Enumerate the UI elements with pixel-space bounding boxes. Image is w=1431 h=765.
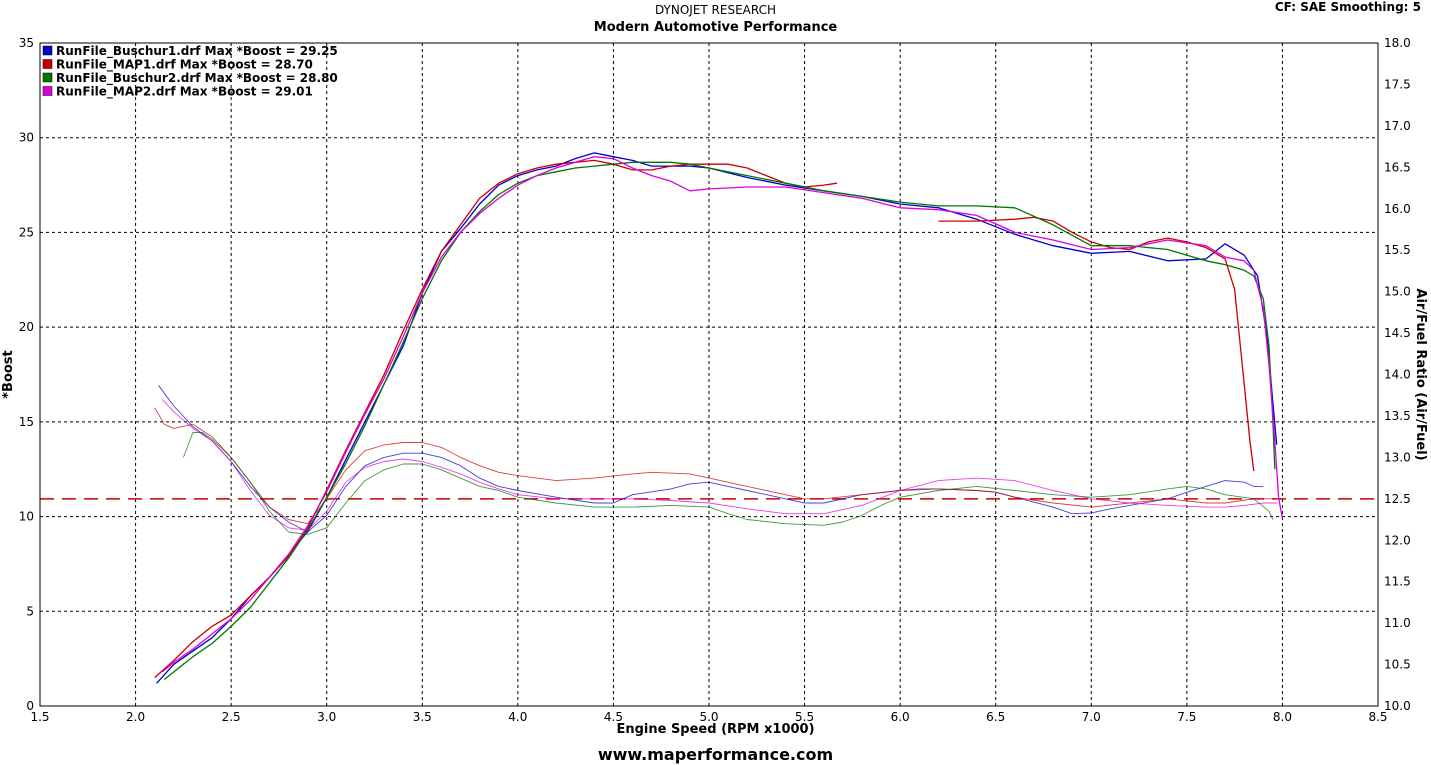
- y2-tick-label: 14.5: [1384, 326, 1411, 340]
- legend-swatch: [42, 72, 53, 83]
- x-tick-label: 3.5: [413, 710, 432, 724]
- x-tick-label: 3.0: [317, 710, 336, 724]
- x-tick-label: 6.5: [986, 710, 1005, 724]
- x-tick-label: 2.5: [222, 710, 241, 724]
- x-tick-label: 7.5: [1177, 710, 1196, 724]
- y-tick-label: 25: [19, 225, 34, 239]
- y2-tick-label: 13.0: [1384, 450, 1411, 464]
- y2-axis-label: Air/Fuel Ratio (Air/Fuel): [1413, 288, 1428, 460]
- legend: RunFile_Buschur1.drf Max *Boost = 29.25R…: [42, 44, 338, 100]
- y2-tick-label: 17.0: [1384, 119, 1411, 133]
- y2-tick-label: 16.5: [1384, 160, 1411, 174]
- afr-line: [161, 399, 1277, 531]
- y2-tick-label: 13.5: [1384, 409, 1411, 423]
- y2-tick-label: 16.0: [1384, 202, 1411, 216]
- legend-swatch: [42, 45, 53, 56]
- x-tick-label: 5.5: [795, 710, 814, 724]
- plot-frame: [39, 42, 1379, 707]
- tick-labels: 1.5 2.0 2.5 3.0 3.5 4.0 4.5 5.0 5.5 6.0 6.5 7.0 7.5 8…: [19, 36, 1411, 724]
- x-axis-label: Engine Speed (RPM x1000): [616, 722, 815, 737]
- y-tick-label: 30: [19, 131, 34, 145]
- correction-factor-smoothing: CF: SAE Smoothing: 5: [1274, 0, 1421, 14]
- company-name: DYNOJET RESEARCH: [654, 3, 777, 17]
- y-axis-label: *Boost: [1, 350, 16, 399]
- website-footer: www.maperformance.com: [597, 745, 834, 764]
- legend-label: RunFile_MAP1.drf Max *Boost = 28.70: [56, 58, 313, 73]
- y2-tick-label: 11.0: [1384, 616, 1411, 630]
- legend-label: RunFile_Buschur2.drf Max *Boost = 28.80: [56, 71, 338, 86]
- series-3: [163, 161, 1276, 681]
- y-tick-label: 10: [19, 510, 34, 524]
- y-tick-label: 35: [19, 36, 34, 50]
- y2-tick-label: 12.0: [1384, 533, 1411, 547]
- x-tick-label: 2.0: [126, 710, 145, 724]
- x-tick-label: 4.0: [508, 710, 527, 724]
- boost-line: [163, 161, 1276, 681]
- y2-tick-label: 14.0: [1384, 368, 1411, 382]
- x-tick-label: 1.5: [30, 710, 49, 724]
- y2-tick-label: 15.5: [1384, 243, 1411, 257]
- afr-line: [158, 385, 1264, 533]
- afr-line: [182, 432, 1274, 535]
- x-tick-label: 8.0: [1273, 710, 1292, 724]
- x-tick-label: 5.0: [699, 710, 718, 724]
- y2-tick-label: 10.5: [1384, 658, 1411, 672]
- y-tick-label: 0: [26, 699, 34, 713]
- x-tick-label: 6.0: [891, 710, 910, 724]
- x-tick-label: 8.5: [1368, 710, 1387, 724]
- y2-tick-label: 11.5: [1384, 575, 1411, 589]
- legend-label: RunFile_MAP2.drf Max *Boost = 29.01: [56, 85, 313, 100]
- y2-tick-label: 15.0: [1384, 285, 1411, 299]
- series-lines: [154, 152, 1284, 684]
- y2-tick-label: 18.0: [1384, 36, 1411, 50]
- chart-title: Modern Automotive Performance: [593, 20, 838, 35]
- legend-swatch: [42, 59, 53, 69]
- y-tick-label: 20: [19, 320, 34, 334]
- x-tick-label: 4.5: [604, 710, 623, 724]
- grid: [40, 43, 1378, 706]
- boost-line: [161, 156, 1284, 673]
- boost-line: [938, 216, 1255, 472]
- y-tick-label: 15: [19, 415, 34, 429]
- y2-tick-label: 17.5: [1384, 77, 1411, 91]
- series-4: [161, 156, 1284, 673]
- x-tick-label: 7.0: [1082, 710, 1101, 724]
- y-tick-label: 5: [26, 604, 34, 618]
- legend-label: RunFile_Buschur1.drf Max *Boost = 29.25: [56, 44, 338, 59]
- series-2: [154, 159, 1273, 679]
- legend-swatch: [42, 86, 53, 96]
- y2-tick-label: 10.0: [1384, 699, 1411, 713]
- afr-line: [154, 407, 1273, 525]
- boost-line: [154, 159, 838, 679]
- y2-tick-label: 12.5: [1384, 492, 1411, 506]
